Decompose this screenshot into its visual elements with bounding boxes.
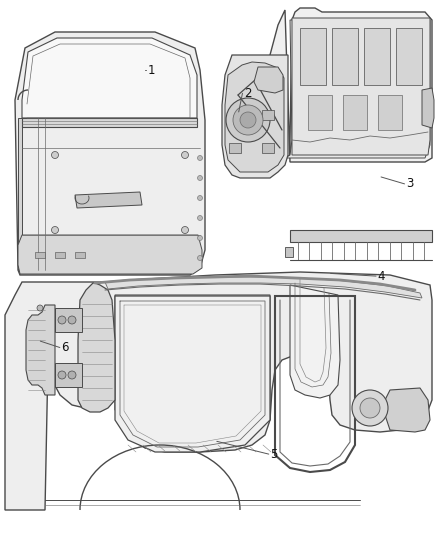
- Circle shape: [198, 215, 202, 221]
- Circle shape: [181, 227, 188, 233]
- Polygon shape: [78, 283, 115, 412]
- Polygon shape: [268, 8, 432, 162]
- Polygon shape: [222, 55, 288, 178]
- Polygon shape: [229, 143, 241, 153]
- Polygon shape: [422, 88, 434, 128]
- Circle shape: [68, 316, 76, 324]
- Polygon shape: [115, 296, 270, 452]
- Polygon shape: [290, 230, 432, 242]
- Circle shape: [68, 371, 76, 379]
- Text: 5: 5: [270, 448, 277, 461]
- Polygon shape: [378, 95, 402, 130]
- Polygon shape: [308, 95, 332, 130]
- Circle shape: [52, 227, 59, 233]
- Circle shape: [198, 255, 202, 261]
- Circle shape: [233, 105, 263, 135]
- Polygon shape: [300, 28, 326, 85]
- Polygon shape: [105, 277, 422, 298]
- Polygon shape: [22, 118, 197, 127]
- Polygon shape: [262, 110, 274, 120]
- Circle shape: [352, 390, 388, 426]
- Polygon shape: [290, 285, 340, 398]
- Circle shape: [58, 316, 66, 324]
- Polygon shape: [35, 252, 45, 258]
- Polygon shape: [343, 95, 367, 130]
- Polygon shape: [55, 308, 82, 332]
- Circle shape: [226, 98, 270, 142]
- Polygon shape: [115, 295, 270, 420]
- Circle shape: [240, 112, 256, 128]
- Text: 2: 2: [244, 87, 251, 100]
- Polygon shape: [332, 28, 358, 85]
- Polygon shape: [55, 363, 82, 387]
- Polygon shape: [26, 305, 55, 395]
- Circle shape: [198, 236, 202, 240]
- Polygon shape: [18, 235, 202, 274]
- Polygon shape: [262, 143, 274, 153]
- Text: 4: 4: [377, 270, 385, 282]
- Polygon shape: [75, 192, 142, 208]
- Circle shape: [181, 151, 188, 158]
- Polygon shape: [254, 67, 283, 93]
- Circle shape: [360, 398, 380, 418]
- Polygon shape: [55, 252, 65, 258]
- Circle shape: [198, 196, 202, 200]
- Polygon shape: [364, 28, 390, 85]
- Polygon shape: [385, 388, 430, 432]
- Circle shape: [52, 151, 59, 158]
- Polygon shape: [5, 272, 432, 510]
- Polygon shape: [285, 20, 430, 158]
- Circle shape: [198, 156, 202, 160]
- Polygon shape: [396, 28, 422, 85]
- Polygon shape: [22, 38, 197, 118]
- Polygon shape: [285, 247, 293, 257]
- Text: 3: 3: [406, 177, 413, 190]
- Polygon shape: [15, 32, 205, 275]
- Circle shape: [198, 175, 202, 181]
- Polygon shape: [75, 252, 85, 258]
- Circle shape: [58, 371, 66, 379]
- Circle shape: [37, 305, 43, 311]
- Polygon shape: [292, 18, 430, 155]
- Polygon shape: [225, 62, 284, 172]
- Text: 6: 6: [61, 341, 69, 354]
- Text: 1: 1: [147, 64, 155, 77]
- Polygon shape: [18, 118, 22, 270]
